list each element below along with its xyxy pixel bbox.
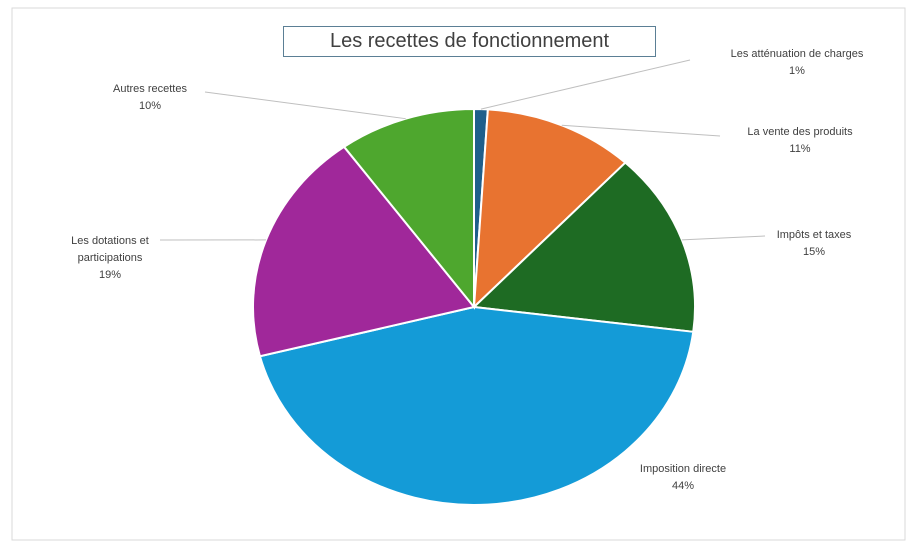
chart-title: Les recettes de fonctionnement <box>283 26 656 57</box>
category-label: Impôts et taxes <box>776 229 852 241</box>
value-label: 44% <box>671 480 695 492</box>
slice-label: Imposition directe 44% <box>623 461 743 495</box>
slice-label: Les atténuation de charges 1% <box>717 46 877 80</box>
leader-line <box>561 124 721 137</box>
category-label: Les dotations et participations <box>71 235 149 264</box>
pie-slice <box>471 161 696 333</box>
leader-line <box>204 91 406 120</box>
slice-label: Impôts et taxes 15% <box>754 227 874 261</box>
value-label: 11% <box>789 143 811 155</box>
category-label: Autres recettes <box>113 83 187 95</box>
value-label: 1% <box>789 65 805 77</box>
value-label: 15% <box>802 246 826 258</box>
value-label: 10% <box>138 100 162 112</box>
pie-slice <box>258 305 695 506</box>
value-label: 19% <box>98 269 122 281</box>
slice-label: Autres recettes 10% <box>85 81 215 115</box>
category-label: Imposition directe <box>639 463 727 475</box>
slice-label: Les dotations et participations 19% <box>45 233 175 284</box>
category-label: Les atténuation de charges <box>730 48 864 60</box>
category-label: La vente des produits <box>747 126 853 138</box>
leader-line <box>681 235 766 241</box>
slice-label: La vente des produits 11% <box>720 124 880 158</box>
chart-frame <box>11 7 906 541</box>
pie-slice <box>472 108 627 310</box>
leader-line <box>480 59 691 110</box>
